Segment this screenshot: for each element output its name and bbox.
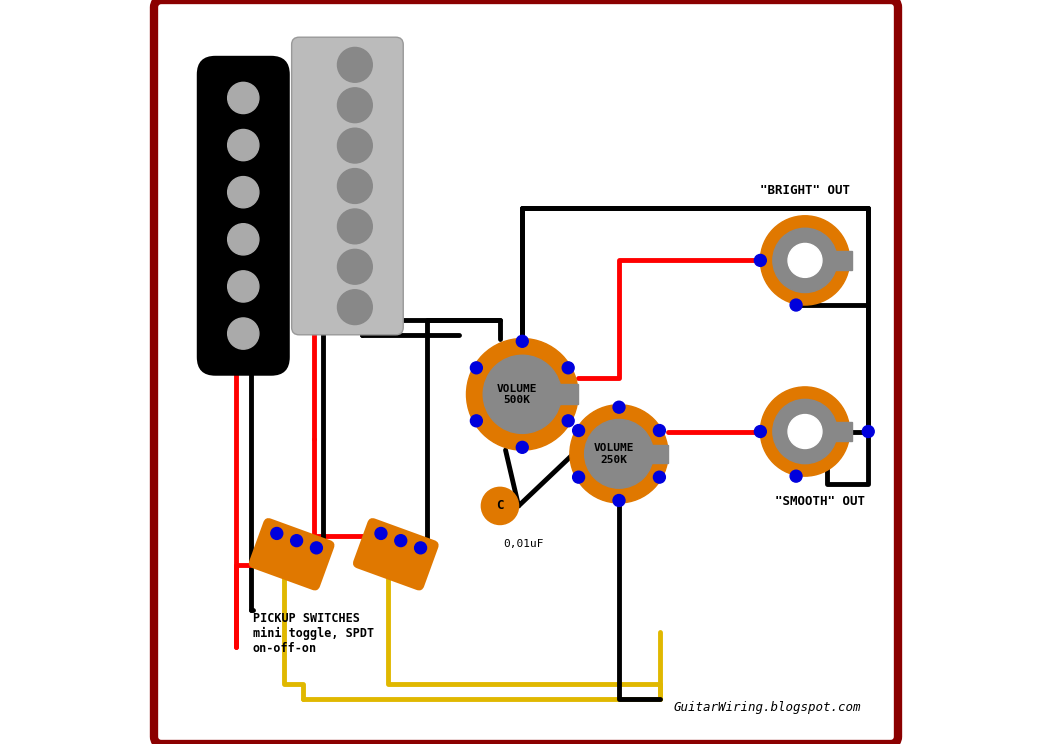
- Circle shape: [585, 420, 653, 488]
- Text: PICKUP SWITCHES
mini toggle, SPDT
on-off-on: PICKUP SWITCHES mini toggle, SPDT on-off…: [252, 612, 373, 655]
- Circle shape: [754, 254, 766, 266]
- Circle shape: [375, 527, 387, 539]
- Circle shape: [517, 336, 528, 347]
- Circle shape: [466, 339, 579, 450]
- Circle shape: [470, 415, 482, 427]
- Circle shape: [338, 128, 372, 163]
- Circle shape: [613, 401, 625, 413]
- Circle shape: [338, 48, 372, 83]
- FancyBboxPatch shape: [248, 518, 335, 591]
- Circle shape: [773, 228, 837, 292]
- Circle shape: [863, 426, 874, 437]
- FancyBboxPatch shape: [353, 518, 439, 591]
- Circle shape: [414, 542, 426, 554]
- Circle shape: [227, 83, 259, 114]
- Circle shape: [613, 495, 625, 507]
- FancyBboxPatch shape: [197, 56, 289, 376]
- Circle shape: [773, 400, 837, 464]
- Circle shape: [572, 471, 585, 483]
- Circle shape: [338, 249, 372, 284]
- Circle shape: [227, 129, 259, 161]
- Bar: [830, 251, 852, 270]
- Circle shape: [562, 415, 574, 427]
- Text: GuitarWiring.blogspot.com: GuitarWiring.blogspot.com: [673, 702, 861, 714]
- Circle shape: [483, 356, 562, 433]
- Text: VOLUME
250K: VOLUME 250K: [593, 443, 634, 465]
- Circle shape: [570, 405, 668, 503]
- Text: C: C: [497, 499, 504, 513]
- Circle shape: [517, 441, 528, 453]
- Circle shape: [227, 224, 259, 255]
- FancyBboxPatch shape: [291, 37, 403, 335]
- Bar: [553, 385, 579, 405]
- Circle shape: [761, 387, 850, 476]
- Text: "BRIGHT" OUT: "BRIGHT" OUT: [760, 185, 850, 197]
- Circle shape: [227, 176, 259, 208]
- Circle shape: [653, 471, 665, 483]
- Circle shape: [470, 362, 482, 373]
- Circle shape: [338, 289, 372, 324]
- Circle shape: [290, 535, 303, 547]
- Circle shape: [310, 542, 322, 554]
- Circle shape: [788, 243, 822, 278]
- Circle shape: [227, 271, 259, 302]
- Circle shape: [572, 425, 585, 437]
- Circle shape: [653, 425, 665, 437]
- Circle shape: [338, 209, 372, 244]
- Text: VOLUME
500K: VOLUME 500K: [497, 383, 537, 405]
- Circle shape: [270, 527, 283, 539]
- Circle shape: [482, 487, 519, 525]
- Circle shape: [754, 426, 766, 437]
- Circle shape: [338, 169, 372, 203]
- Circle shape: [761, 216, 850, 305]
- Circle shape: [338, 88, 372, 123]
- Circle shape: [394, 535, 407, 547]
- Text: 0,01uF: 0,01uF: [504, 539, 544, 549]
- Circle shape: [562, 362, 574, 373]
- Circle shape: [788, 414, 822, 449]
- Circle shape: [790, 470, 802, 482]
- Bar: [646, 445, 668, 463]
- Circle shape: [227, 318, 259, 349]
- Text: "SMOOTH" OUT: "SMOOTH" OUT: [775, 495, 865, 507]
- Bar: [830, 422, 852, 441]
- Circle shape: [790, 299, 802, 311]
